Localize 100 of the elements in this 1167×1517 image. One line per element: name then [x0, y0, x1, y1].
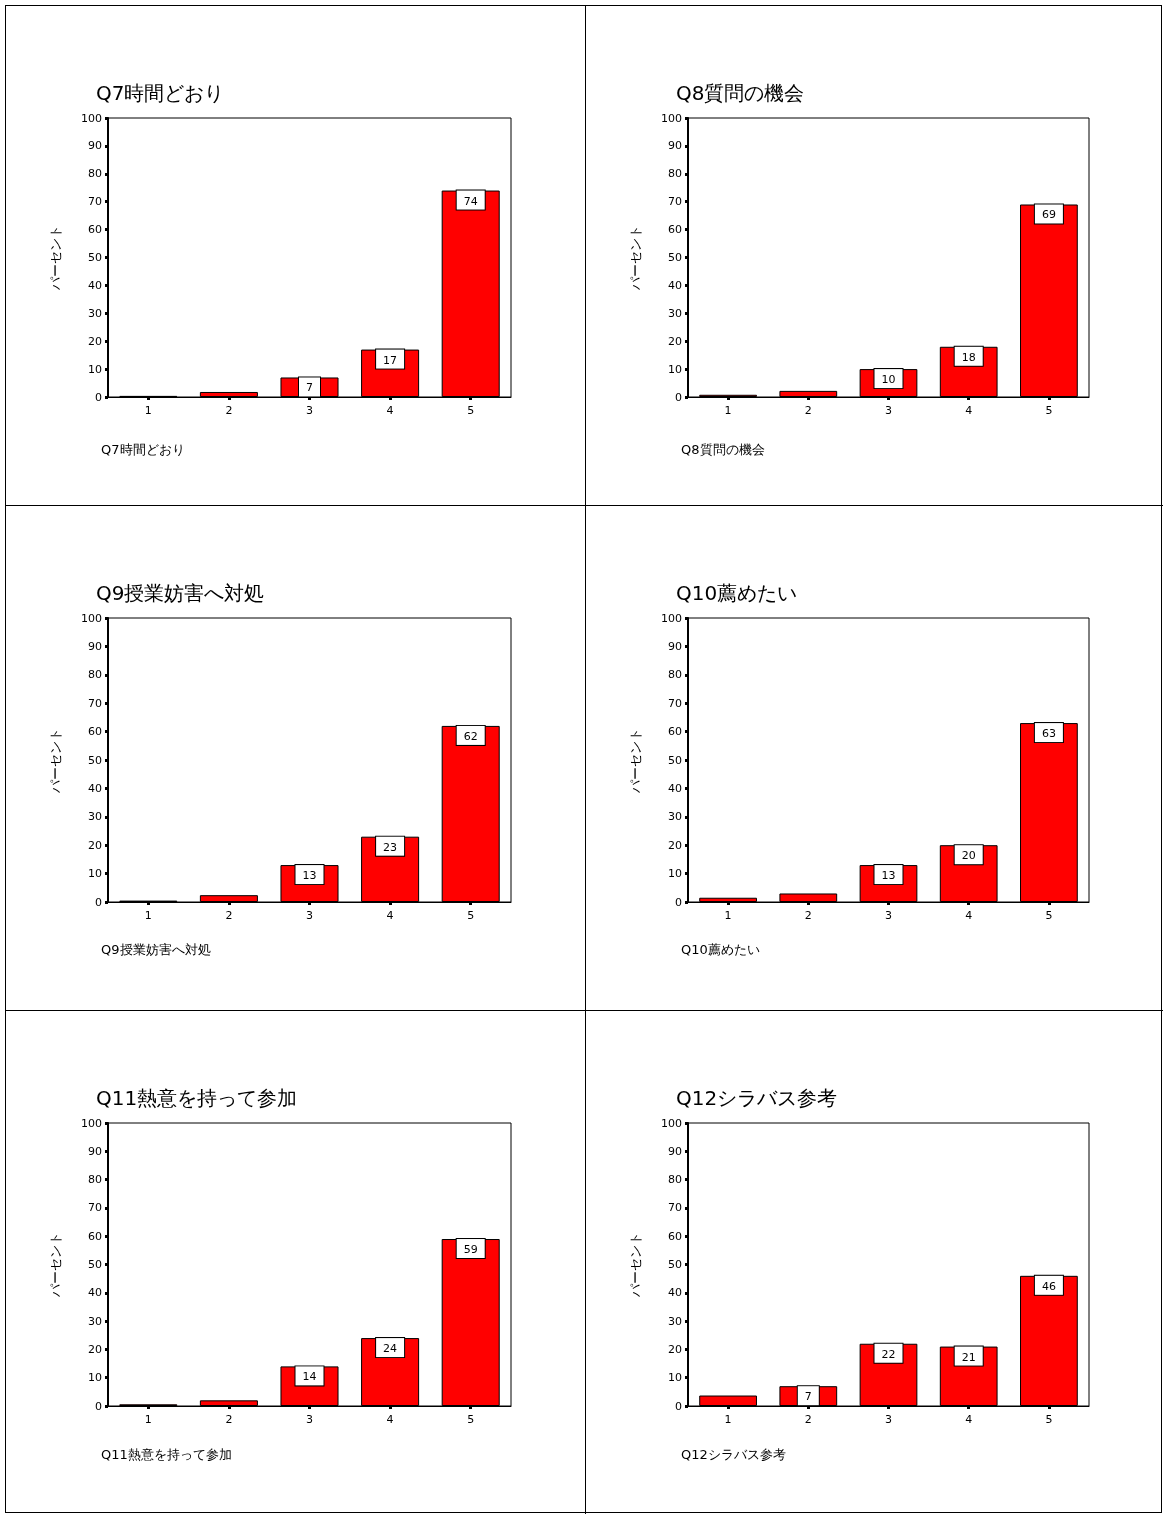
data-label: 74 [463, 194, 478, 208]
y-tick-label: 90 [88, 139, 102, 153]
data-label: 7 [306, 381, 313, 395]
y-tick-label: 40 [668, 781, 682, 795]
y-tick-label: 70 [88, 195, 102, 209]
y-tick-label: 10 [88, 1371, 102, 1385]
y-tick-label: 50 [88, 251, 102, 264]
y-tick-label: 70 [668, 1201, 682, 1215]
x-tick-label: 2 [804, 909, 812, 922]
data-label: 62 [463, 729, 478, 743]
y-tick-label: 30 [668, 810, 682, 824]
data-label: 69 [1041, 208, 1056, 222]
y-tick-label: 70 [668, 696, 682, 710]
y-tick-label: 100 [81, 1116, 102, 1130]
data-label: 59 [463, 1243, 478, 1257]
x-tick-label: 3 [885, 909, 892, 922]
y-tick-label: 10 [668, 867, 682, 881]
y-tick-label: 50 [668, 753, 682, 767]
x-tick-label: 4 [386, 1413, 394, 1426]
y-tick-label: 70 [88, 696, 102, 710]
y-tick-label: 90 [668, 639, 682, 653]
y-tick-label: 40 [88, 1286, 102, 1300]
chart-title: Q9授業妨害へ対処 [96, 581, 265, 605]
y-tick-label: 0 [675, 895, 682, 909]
y-tick-label: 10 [88, 362, 102, 376]
chart-title: Q10薦めたい [676, 581, 798, 605]
x-tick-label: 3 [306, 404, 313, 417]
x-tick-label: 2 [225, 909, 233, 922]
x-axis-title: Q8質問の機会 [681, 442, 765, 457]
y-tick-label: 0 [95, 895, 102, 909]
y-tick-label: 40 [668, 1286, 682, 1300]
y-tick-label: 0 [95, 390, 102, 404]
data-label: 13 [302, 869, 317, 883]
y-tick-label: 80 [668, 167, 682, 181]
y-tick-label: 90 [668, 1144, 682, 1158]
y-tick-label: 90 [668, 139, 682, 153]
data-label: 10 [881, 373, 896, 387]
y-tick-label: 0 [95, 1399, 102, 1413]
x-tick-label: 3 [885, 1413, 892, 1426]
y-tick-label: 20 [668, 838, 682, 852]
y-axis-title: パーセント [628, 1232, 643, 1298]
y-tick-label: 50 [88, 1258, 102, 1271]
x-tick-label: 1 [724, 909, 732, 922]
data-label: 23 [383, 840, 398, 854]
y-tick-label: 90 [88, 639, 102, 653]
y-tick-label: 20 [88, 1342, 102, 1356]
y-tick-label: 30 [88, 1314, 102, 1328]
y-tick-label: 10 [668, 362, 682, 376]
x-tick-label: 2 [804, 1413, 812, 1426]
y-tick-label: 50 [668, 251, 682, 264]
y-tick-label: 20 [88, 334, 102, 348]
x-tick-label: 4 [965, 909, 973, 922]
y-tick-label: 60 [668, 1229, 682, 1243]
x-tick-label: 2 [804, 404, 812, 417]
chart-title: Q7時間どおり [96, 81, 225, 105]
y-tick-label: 100 [661, 1116, 682, 1130]
data-label: 63 [1041, 727, 1056, 741]
data-label: 46 [1041, 1279, 1056, 1293]
y-tick-label: 100 [81, 111, 102, 125]
y-axis-title: パーセント [48, 225, 63, 291]
y-axis-title: パーセント [48, 727, 63, 794]
x-tick-label: 2 [225, 1413, 233, 1426]
y-tick-label: 80 [668, 668, 682, 682]
x-tick-label: 4 [965, 404, 973, 417]
y-tick-label: 80 [88, 668, 102, 682]
y-tick-label: 30 [668, 1314, 682, 1328]
x-tick-label: 3 [306, 909, 313, 922]
x-tick-label: 1 [144, 909, 152, 922]
y-tick-label: 40 [668, 278, 682, 292]
y-tick-label: 60 [668, 725, 682, 739]
x-tick-label: 4 [386, 404, 394, 417]
y-axis-title: パーセント [48, 1232, 63, 1298]
y-tick-label: 80 [88, 167, 102, 181]
y-tick-label: 80 [668, 1173, 682, 1187]
data-label: 21 [961, 1350, 976, 1364]
chart-title: Q11熱意を持って参加 [96, 1086, 298, 1110]
x-tick-label: 5 [467, 909, 475, 922]
y-tick-label: 100 [661, 111, 682, 125]
x-tick-label: 5 [467, 1413, 475, 1426]
x-tick-label: 4 [965, 1413, 973, 1426]
x-tick-label: 5 [1045, 404, 1053, 417]
x-axis-title: Q7時間どおり [101, 442, 185, 457]
data-label: 14 [302, 1370, 317, 1384]
y-tick-label: 80 [88, 1173, 102, 1187]
x-tick-label: 1 [724, 1413, 732, 1426]
x-tick-label: 3 [885, 404, 892, 417]
data-label: 18 [961, 350, 976, 364]
data-label: 13 [881, 869, 896, 883]
data-label: 22 [881, 1347, 896, 1361]
y-tick-label: 100 [81, 611, 102, 625]
y-tick-label: 10 [88, 867, 102, 881]
x-tick-label: 5 [467, 404, 475, 417]
chart-title: Q12シラバス参考 [676, 1086, 838, 1110]
y-tick-label: 10 [668, 1371, 682, 1385]
x-tick-label: 3 [306, 1413, 313, 1426]
y-tick-label: 20 [668, 1342, 682, 1356]
y-tick-label: 30 [88, 810, 102, 824]
y-tick-label: 70 [668, 195, 682, 209]
y-tick-label: 60 [88, 725, 102, 739]
y-tick-label: 40 [88, 781, 102, 795]
